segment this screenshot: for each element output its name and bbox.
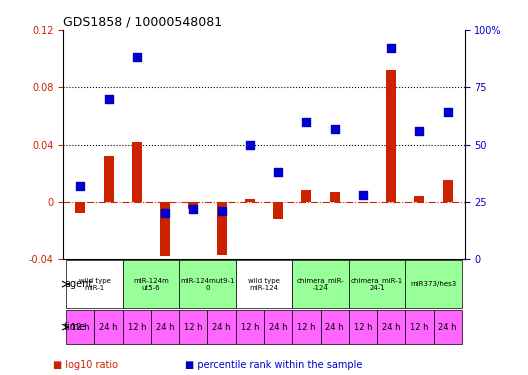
FancyBboxPatch shape (293, 260, 349, 308)
Text: 24 h: 24 h (325, 322, 344, 332)
Bar (273, 202, 283, 219)
Point (331, 126, 339, 132)
Text: wild type
miR-124: wild type miR-124 (248, 278, 280, 291)
FancyBboxPatch shape (66, 260, 122, 308)
Text: ■ percentile rank within the sample: ■ percentile rank within the sample (185, 360, 362, 369)
Text: agent: agent (64, 279, 92, 289)
Text: chimera_miR-
-124: chimera_miR- -124 (297, 277, 344, 291)
Point (359, 192, 367, 198)
Text: 12 h: 12 h (184, 322, 203, 332)
Text: 24 h: 24 h (438, 322, 457, 332)
FancyBboxPatch shape (406, 310, 433, 344)
Bar (76, 202, 85, 213)
Point (218, 208, 226, 214)
FancyBboxPatch shape (235, 260, 293, 308)
Text: 12 h: 12 h (297, 322, 316, 332)
Bar (414, 196, 425, 202)
FancyBboxPatch shape (406, 260, 462, 308)
Text: 12 h: 12 h (128, 322, 146, 332)
Text: miR-124mut9-1
0: miR-124mut9-1 0 (180, 278, 235, 291)
Point (105, 96, 113, 102)
Text: 12 h: 12 h (241, 322, 259, 332)
Bar (358, 202, 368, 203)
FancyBboxPatch shape (66, 310, 95, 344)
Bar (160, 202, 170, 256)
Bar (301, 190, 312, 202)
Text: miR-124m
ut5-6: miR-124m ut5-6 (133, 278, 169, 291)
Text: 12 h: 12 h (71, 322, 90, 332)
Point (133, 54, 141, 60)
Bar (103, 156, 114, 202)
FancyBboxPatch shape (349, 260, 406, 308)
FancyBboxPatch shape (95, 310, 122, 344)
Point (76, 183, 84, 189)
FancyBboxPatch shape (235, 310, 264, 344)
Text: ■ log10 ratio: ■ log10 ratio (53, 360, 118, 369)
Text: miR373/hes3: miR373/hes3 (410, 281, 457, 287)
Point (274, 169, 282, 175)
Text: 12 h: 12 h (410, 322, 429, 332)
FancyBboxPatch shape (179, 260, 235, 308)
Bar (386, 70, 396, 202)
Bar (245, 199, 255, 202)
Text: 24 h: 24 h (269, 322, 287, 332)
FancyBboxPatch shape (320, 310, 349, 344)
FancyBboxPatch shape (264, 310, 293, 344)
Point (444, 110, 452, 116)
Point (246, 141, 254, 147)
Point (415, 128, 423, 134)
FancyBboxPatch shape (179, 310, 208, 344)
FancyBboxPatch shape (349, 310, 377, 344)
FancyBboxPatch shape (151, 310, 179, 344)
FancyBboxPatch shape (122, 260, 179, 308)
Text: GDS1858 / 10000548081: GDS1858 / 10000548081 (63, 16, 222, 29)
FancyBboxPatch shape (433, 310, 462, 344)
Text: 24 h: 24 h (99, 322, 118, 332)
Point (302, 118, 310, 124)
Bar (443, 180, 452, 202)
Point (189, 206, 197, 212)
Bar (329, 192, 340, 202)
Text: 12 h: 12 h (354, 322, 372, 332)
Point (387, 45, 395, 51)
Bar (216, 202, 227, 255)
FancyBboxPatch shape (293, 310, 320, 344)
FancyBboxPatch shape (208, 310, 235, 344)
Point (161, 210, 169, 216)
FancyBboxPatch shape (377, 310, 406, 344)
Text: 24 h: 24 h (382, 322, 400, 332)
Bar (132, 142, 142, 202)
Text: time: time (64, 322, 86, 332)
Text: wild type
miR-1: wild type miR-1 (79, 278, 110, 291)
Text: 24 h: 24 h (156, 322, 174, 332)
Bar (188, 202, 199, 209)
FancyBboxPatch shape (122, 310, 151, 344)
Text: 24 h: 24 h (212, 322, 231, 332)
Text: chimera_miR-1
24-1: chimera_miR-1 24-1 (351, 277, 403, 291)
